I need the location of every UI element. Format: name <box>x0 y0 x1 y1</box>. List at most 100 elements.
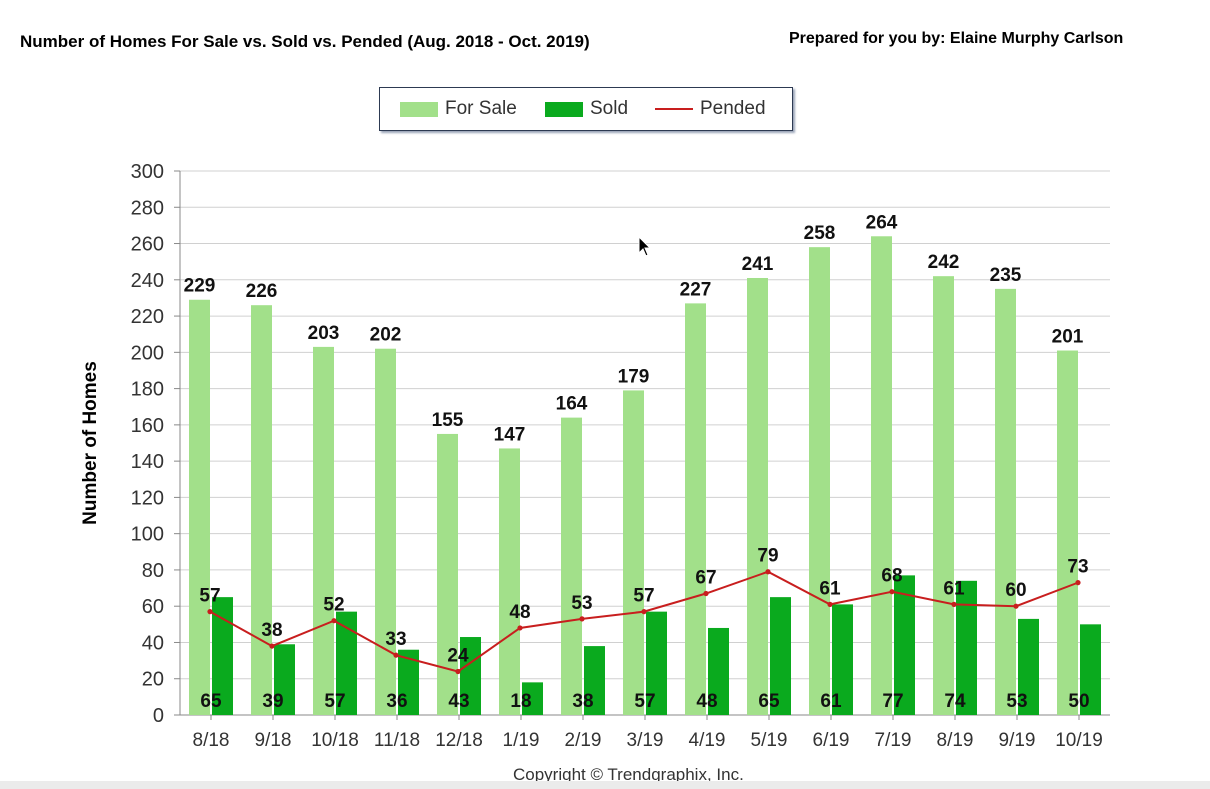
data-label-pended: 61 <box>819 578 841 599</box>
y-tick-label: 120 <box>131 487 164 509</box>
y-axis-title: Number of Homes <box>80 361 101 525</box>
y-tick-label: 40 <box>142 632 164 654</box>
data-label-sold: 57 <box>324 691 345 712</box>
data-label-sold: 53 <box>1006 691 1027 712</box>
legend-swatch-for-sale <box>400 101 438 117</box>
bar-for-sale <box>685 303 706 715</box>
x-tick-label: 11/18 <box>374 730 420 751</box>
bar-for-sale <box>437 433 458 715</box>
data-label-for-sale: 241 <box>742 254 774 275</box>
data-label-sold: 57 <box>634 691 655 712</box>
legend-label-pended: Pended <box>700 98 766 119</box>
bar-sold <box>832 604 853 715</box>
bar-sold <box>1018 618 1039 715</box>
legend-swatch-pended <box>655 108 693 110</box>
y-tick-label: 60 <box>142 596 164 618</box>
y-tick-label: 80 <box>142 560 164 582</box>
point-pended <box>1013 603 1019 609</box>
data-label-for-sale: 235 <box>990 265 1022 286</box>
bar-for-sale <box>313 346 334 715</box>
bar-sold <box>956 580 977 715</box>
bar-for-sale <box>251 305 272 715</box>
point-pended <box>579 616 585 622</box>
x-tick-label: 8/18 <box>193 730 230 751</box>
bar-sold <box>770 597 791 715</box>
chart-title: Number of Homes For Sale vs. Sold vs. Pe… <box>20 32 590 51</box>
data-label-pended: 48 <box>509 602 530 623</box>
data-label-sold: 65 <box>200 691 222 712</box>
legend-label-sold: Sold <box>590 98 629 119</box>
bar-for-sale <box>375 348 396 715</box>
data-label-sold: 50 <box>1068 691 1089 712</box>
point-pended <box>641 609 647 615</box>
data-label-pended: 68 <box>881 566 902 587</box>
y-tick-label: 100 <box>131 524 164 546</box>
y-tick-label: 260 <box>131 234 164 256</box>
data-label-for-sale: 203 <box>308 323 340 344</box>
data-label-for-sale: 226 <box>246 281 278 302</box>
y-tick-label: 280 <box>131 197 164 219</box>
bar-sold <box>460 637 481 715</box>
data-label-pended: 33 <box>385 629 406 650</box>
y-tick-label: 180 <box>131 379 164 401</box>
point-pended <box>331 618 337 624</box>
bar-sold <box>398 649 419 715</box>
data-label-pended: 53 <box>571 593 592 614</box>
data-label-for-sale: 242 <box>928 252 960 273</box>
point-pended <box>1075 580 1081 586</box>
data-label-sold: 38 <box>572 691 593 712</box>
point-pended <box>393 652 399 658</box>
data-label-pended: 73 <box>1067 557 1088 578</box>
data-label-sold: 43 <box>448 691 469 712</box>
x-tick-label: 12/18 <box>435 730 483 751</box>
mouse-pointer-icon <box>638 236 652 257</box>
x-tick-label: 5/19 <box>751 730 788 751</box>
bar-for-sale <box>995 288 1016 715</box>
data-label-for-sale: 164 <box>556 394 588 415</box>
prepared-by: Prepared for you by: Elaine Murphy Carls… <box>789 30 1124 47</box>
window-bottom-bar <box>0 781 1210 789</box>
data-label-for-sale: 227 <box>680 279 712 300</box>
point-pended <box>207 609 213 615</box>
data-label-for-sale: 264 <box>866 212 898 233</box>
point-pended <box>765 569 771 575</box>
y-tick-label: 220 <box>131 306 164 328</box>
bar-sold <box>212 597 233 715</box>
y-tick-label: 200 <box>131 342 164 364</box>
bar-sold <box>336 611 357 715</box>
bar-sold <box>708 627 729 715</box>
data-label-pended: 57 <box>633 586 654 607</box>
x-tick-label: 8/19 <box>937 730 974 751</box>
y-tick-label: 240 <box>131 270 164 292</box>
point-pended <box>951 601 957 607</box>
legend-swatch-sold <box>545 101 583 117</box>
chart-plot: 0 20 40 60 80 100 120 140 160 180 200 220 240 260 280 3… <box>80 161 1110 751</box>
data-label-sold: 39 <box>262 691 283 712</box>
point-pended <box>889 589 895 595</box>
data-label-sold: 77 <box>882 691 903 712</box>
bar-for-sale <box>1057 350 1078 715</box>
point-pended <box>517 625 523 631</box>
y-tick-label: 300 <box>131 161 164 183</box>
legend-item-sold: Sold <box>545 98 628 120</box>
data-label-for-sale: 179 <box>618 366 650 387</box>
x-tick-label: 10/18 <box>311 730 359 751</box>
bar-for-sale <box>933 276 954 715</box>
bar-sold <box>522 682 543 715</box>
bar-for-sale <box>871 236 892 715</box>
bar-for-sale <box>499 448 520 715</box>
bar-for-sale <box>623 390 644 715</box>
y-tick-label: 140 <box>131 451 164 473</box>
y-tick-label: 20 <box>142 669 164 691</box>
data-label-pended: 67 <box>695 568 716 589</box>
data-label-for-sale: 202 <box>370 325 402 346</box>
data-label-for-sale: 229 <box>184 276 216 297</box>
bar-sold <box>646 611 667 715</box>
x-tick-label: 9/19 <box>999 730 1036 751</box>
bar-for-sale <box>561 417 582 715</box>
data-label-pended: 52 <box>323 595 344 616</box>
data-label-pended: 24 <box>447 645 469 666</box>
data-label-sold: 65 <box>758 691 780 712</box>
x-tick-label: 6/19 <box>813 730 850 751</box>
x-tick-label: 2/19 <box>565 730 602 751</box>
